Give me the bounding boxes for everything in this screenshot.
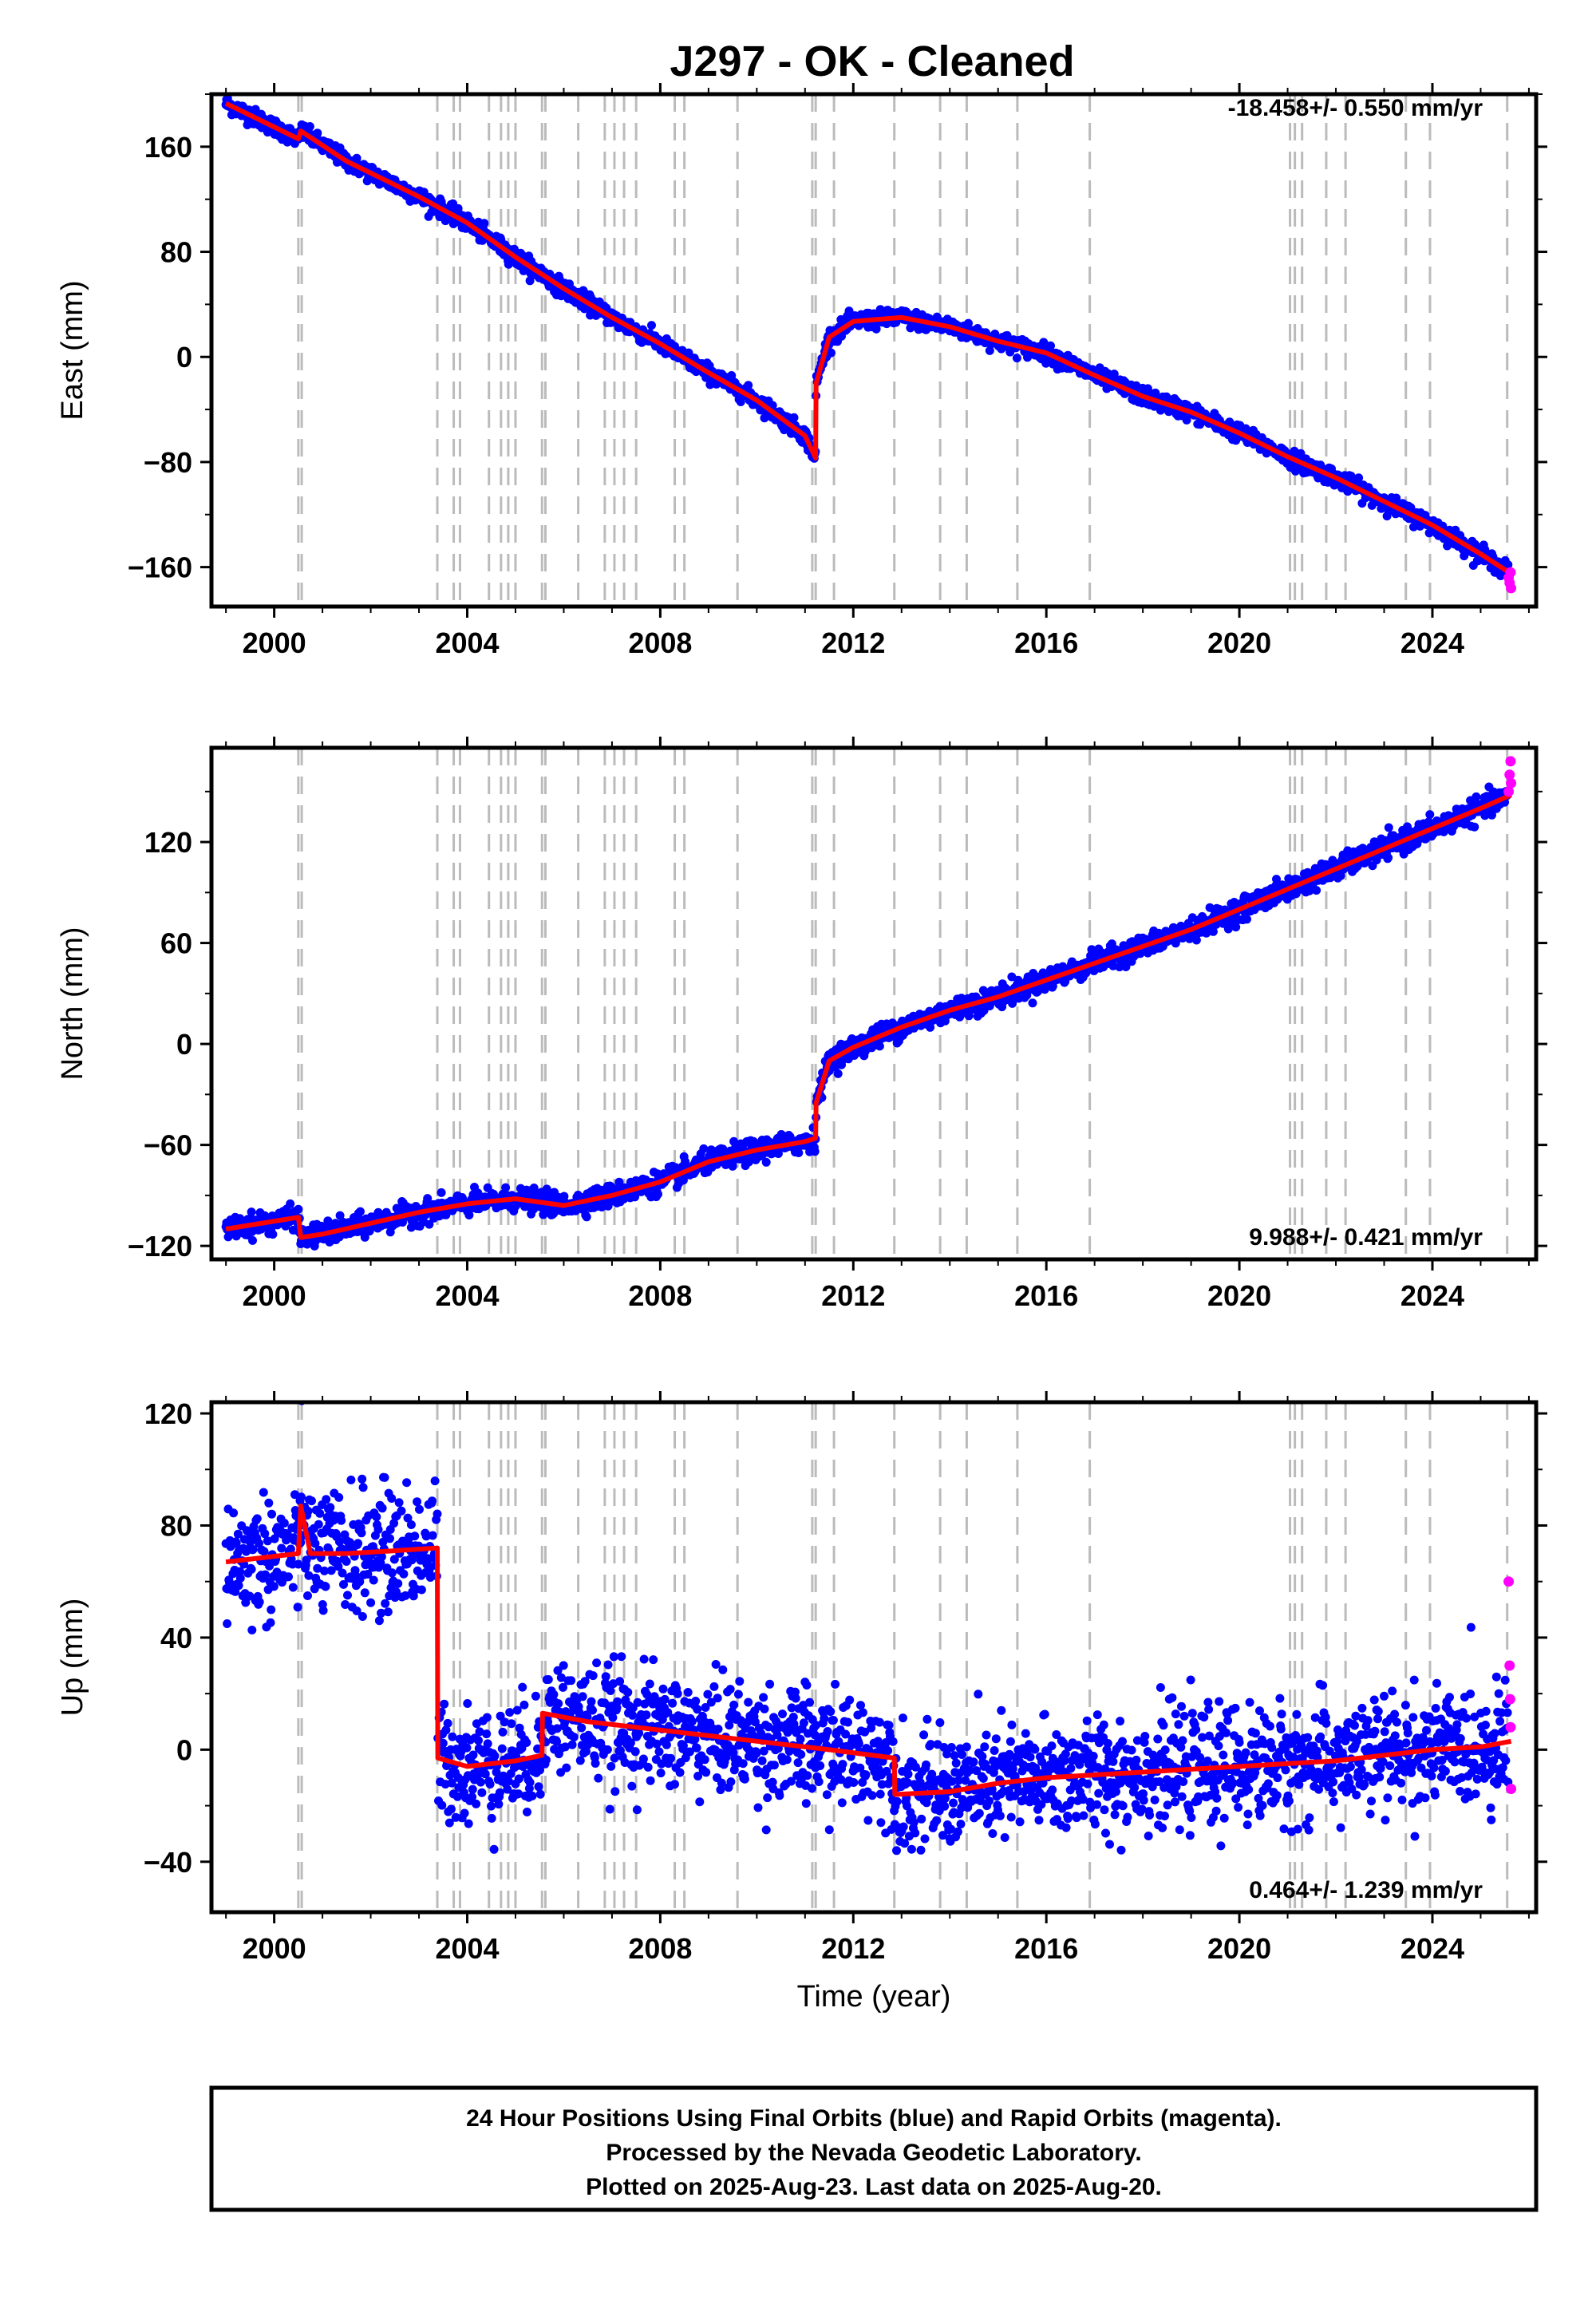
y-tick-label: 160 — [144, 131, 192, 164]
y-axis-label: North (mm) — [56, 927, 89, 1080]
x-tick-label: 2020 — [1207, 1279, 1271, 1312]
footer-line-1: 24 Hour Positions Using Final Orbits (bl… — [466, 2105, 1282, 2132]
footer-line-3: Plotted on 2025-Aug-23. Last data on 202… — [586, 2174, 1162, 2200]
x-tick-label: 2008 — [628, 1279, 692, 1312]
rapid-orbit-point — [1505, 756, 1516, 767]
panels: −160 −80 0 80 160 2000 2004 2008 2012 2016 2020 202… — [56, 83, 1547, 2014]
final-orbit-points — [221, 1402, 1513, 1856]
rapid-orbit-points — [1503, 756, 1517, 797]
rate-label: -18.458+/- 0.550 mm/yr — [1228, 95, 1483, 121]
rapid-orbit-point — [1504, 1694, 1515, 1705]
final-orbit-markers — [221, 782, 1513, 1251]
model-line — [225, 792, 1512, 1240]
x-tick-label: 2016 — [1014, 626, 1078, 659]
x-axis-label: Time (year) — [797, 1980, 951, 2014]
x-tick-label: 2012 — [821, 1279, 885, 1312]
x-axis: 2000 2004 2008 2012 2016 2020 2024 — [225, 737, 1530, 1312]
rate-label: 9.988+/- 0.421 mm/yr — [1249, 1224, 1483, 1251]
event-lines — [297, 94, 1509, 607]
rate-label: 0.464+/- 1.239 mm/yr — [1249, 1877, 1483, 1903]
y-tick-label: −60 — [144, 1129, 192, 1162]
footer-box: 24 Hour Positions Using Final Orbits (bl… — [209, 2085, 1539, 2212]
rapid-orbit-point — [1504, 769, 1515, 781]
y-tick-label: 60 — [160, 927, 192, 960]
x-tick-label: 2012 — [821, 1932, 885, 1965]
panel-east: −160 −80 0 80 160 2000 2004 2008 2012 2016 2020 202… — [56, 83, 1547, 659]
model-line — [224, 101, 1513, 576]
y-tick-label: 120 — [144, 826, 192, 859]
plot-frame — [209, 1400, 1539, 1915]
y-tick-label: 0 — [176, 341, 192, 373]
rapid-orbit-point — [1506, 777, 1517, 788]
y-tick-label: −120 — [128, 1230, 192, 1263]
x-tick-label: 2024 — [1400, 1279, 1464, 1312]
rapid-orbit-points — [1503, 567, 1517, 594]
y-tick-label: −40 — [144, 1846, 192, 1879]
x-tick-label: 2016 — [1014, 1932, 1078, 1965]
y-tick-label: −160 — [128, 551, 192, 584]
x-tick-label: 2008 — [628, 626, 692, 659]
x-tick-label: 2024 — [1400, 1932, 1464, 1965]
rapid-orbit-point — [1505, 567, 1516, 578]
x-tick-label: 2004 — [435, 626, 499, 659]
rapid-orbit-point — [1504, 1660, 1515, 1671]
final-orbit-points — [221, 94, 1513, 581]
rapid-orbit-points — [1503, 1576, 1517, 1795]
y-axis: −40 0 40 80 120 — [144, 1397, 1547, 1879]
x-tick-label: 2016 — [1014, 1279, 1078, 1312]
plot-frame — [209, 745, 1539, 1262]
x-tick-label: 2020 — [1207, 1932, 1271, 1965]
x-tick-label: 2004 — [435, 1932, 499, 1965]
event-lines — [297, 748, 1509, 1259]
y-tick-label: 40 — [160, 1622, 192, 1654]
rapid-orbit-point — [1506, 583, 1517, 594]
x-tick-label: 2004 — [435, 1279, 499, 1312]
model-line — [225, 1503, 1512, 1797]
final-orbit-markers — [221, 1402, 1513, 1856]
x-tick-label: 2008 — [628, 1932, 692, 1965]
footer-frame — [209, 2085, 1539, 2212]
y-tick-label: 80 — [160, 1509, 192, 1542]
x-tick-label: 2000 — [243, 1932, 306, 1965]
x-tick-label: 2012 — [821, 626, 885, 659]
rapid-orbit-point — [1506, 1784, 1517, 1795]
y-axis: −120 −60 0 60 120 — [128, 790, 1547, 1263]
panel-up: −40 0 40 80 120 2000 2004 2008 2012 2016 2020 2024 U… — [56, 1391, 1547, 2014]
x-tick-label: 2000 — [243, 1279, 306, 1312]
chart-title: J297 - OK - Cleaned — [670, 38, 1074, 85]
final-orbit-points — [221, 782, 1513, 1251]
y-tick-label: 80 — [160, 236, 192, 269]
y-axis: −160 −80 0 80 160 — [128, 93, 1547, 584]
y-axis-label: Up (mm) — [56, 1599, 89, 1717]
y-tick-label: −80 — [144, 446, 192, 479]
y-tick-label: 120 — [144, 1397, 192, 1430]
x-axis: 2000 2004 2008 2012 2016 2020 2024 — [225, 1391, 1530, 1965]
x-tick-label: 2024 — [1400, 626, 1464, 659]
y-tick-label: 0 — [176, 1733, 192, 1766]
y-axis-label: East (mm) — [56, 280, 89, 420]
rapid-orbit-point — [1505, 1721, 1516, 1733]
rapid-orbit-point — [1503, 1576, 1515, 1587]
rapid-orbit-point — [1503, 786, 1515, 797]
panel-north: −120 −60 0 60 120 2000 2004 2008 2012 2016 2020 202… — [56, 737, 1547, 1312]
y-tick-label: 0 — [176, 1028, 192, 1061]
footer-line-2: Processed by the Nevada Geodetic Laborat… — [606, 2140, 1141, 2166]
plot-frame — [209, 92, 1539, 609]
x-tick-label: 2000 — [243, 626, 306, 659]
x-tick-label: 2020 — [1207, 626, 1271, 659]
x-axis: 2000 2004 2008 2012 2016 2020 2024 — [225, 83, 1530, 659]
final-orbit-markers — [221, 94, 1513, 581]
